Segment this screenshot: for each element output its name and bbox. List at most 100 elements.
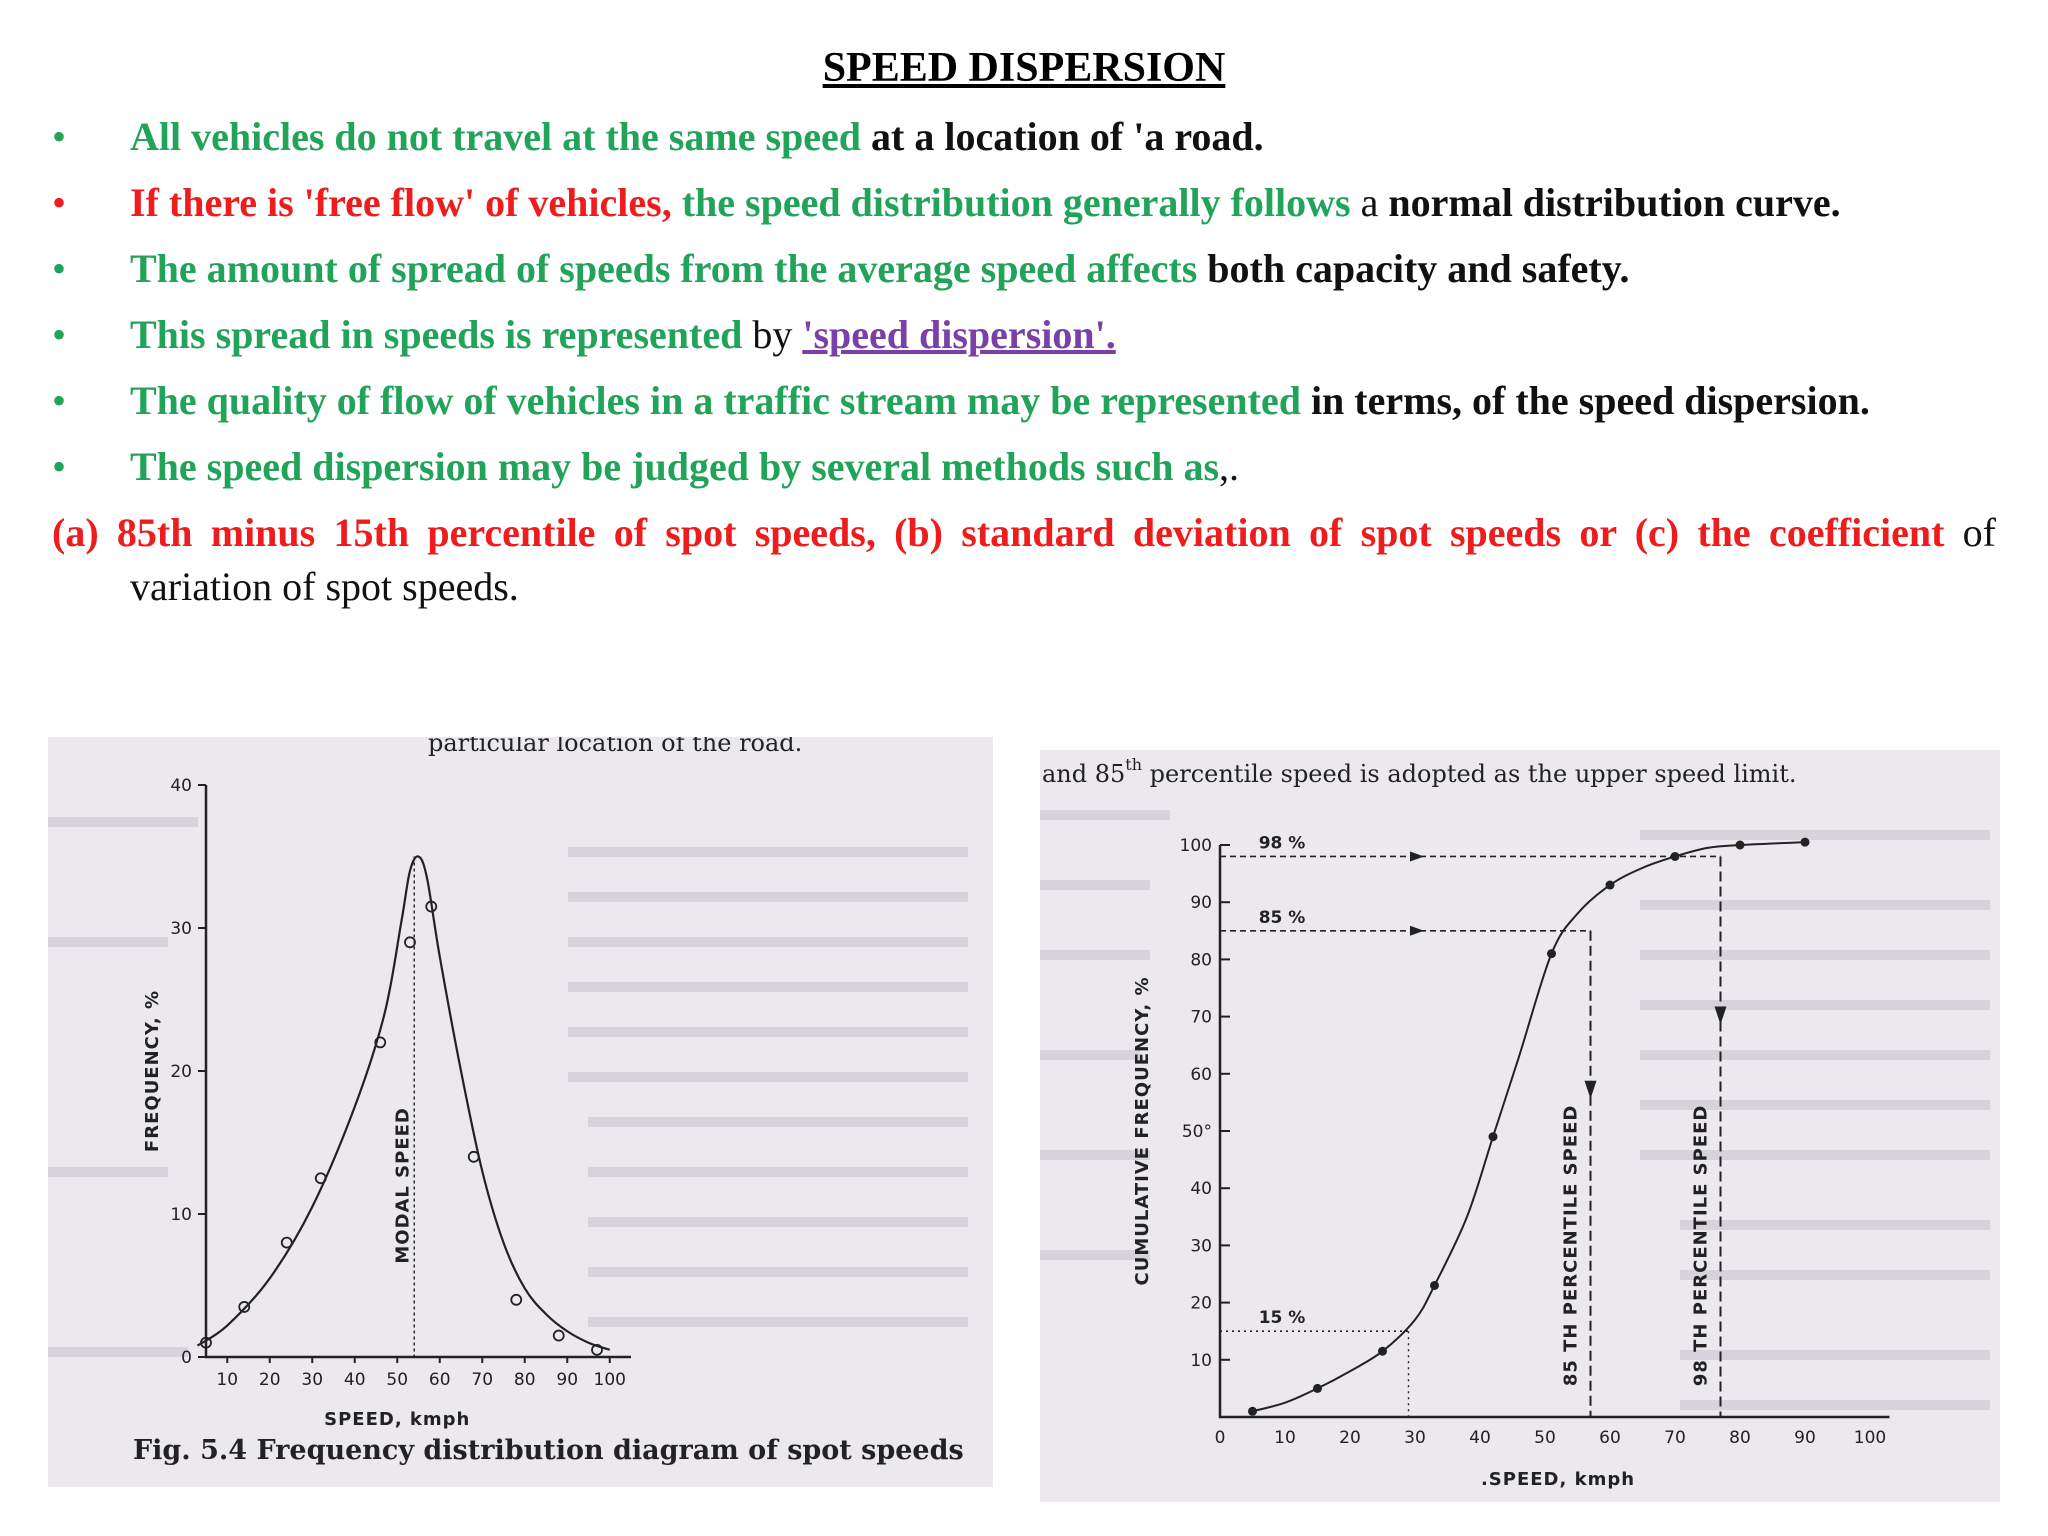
data-point bbox=[1378, 1346, 1387, 1356]
y-tick-label: 40 bbox=[170, 776, 192, 796]
data-point bbox=[280, 1236, 293, 1249]
arrow-head bbox=[1584, 1080, 1597, 1099]
bullet-text: This spread in speeds is represented bbox=[130, 312, 743, 357]
bullet-dot: • bbox=[52, 246, 67, 291]
x-tick-label: 60 bbox=[1599, 1428, 1621, 1448]
data-point bbox=[404, 936, 416, 949]
y-tick-label: 10 bbox=[1190, 1351, 1212, 1371]
x-tick-label: 0 bbox=[1215, 1428, 1226, 1448]
bullet-dot: • bbox=[52, 378, 67, 423]
frequency-chart: particular location of the road. 0 10 20 30… bbox=[48, 737, 968, 1466]
data-point bbox=[1605, 880, 1615, 890]
axes bbox=[204, 785, 631, 1359]
arrow-head bbox=[1410, 925, 1424, 936]
bullet-text: both capacity and safety. bbox=[1197, 246, 1630, 291]
percentile-label: 15 % bbox=[1259, 1308, 1306, 1328]
data-point bbox=[1735, 840, 1745, 850]
background-text bbox=[1040, 810, 1990, 1410]
speed-dispersion-link[interactable]: 'speed dispersion'. bbox=[802, 312, 1116, 357]
cumulative-frequency-figure: and 85th percentile speed is adopted as … bbox=[1040, 750, 2000, 1502]
data-point bbox=[1488, 1132, 1498, 1142]
y-tick-label: 80 bbox=[1190, 950, 1212, 970]
slide-title: SPEED DISPERSION bbox=[822, 45, 1226, 91]
x-tick-label: 10 bbox=[216, 1370, 238, 1390]
y-tick-label: 30 bbox=[170, 919, 192, 939]
y-tick-label: 50° bbox=[1182, 1122, 1212, 1142]
y-tick-label: 10 bbox=[170, 1205, 192, 1225]
axes bbox=[1218, 845, 1890, 1419]
data-point bbox=[1430, 1280, 1439, 1290]
bullet-text: If there is 'free flow' of vehicles, bbox=[130, 180, 672, 225]
y-tick-label: 20 bbox=[1190, 1294, 1212, 1314]
bullet-dot: • bbox=[52, 312, 67, 357]
frequency-distribution-figure: particular location of the road. 0 10 20 30… bbox=[48, 737, 993, 1487]
figure-header: and 85th percentile speed is adopted as … bbox=[1042, 755, 1796, 788]
bullet-text: in terms, of the speed dispersion. bbox=[1300, 378, 1870, 423]
x-tick-label: 40 bbox=[1469, 1428, 1491, 1448]
bullet-dot: • bbox=[52, 114, 67, 159]
plot-area: 0 10 20 30 40 10 20 30 40 50 60 70 80 90 100 FREQUENCY,… bbox=[142, 776, 631, 1430]
y-tick-label: 60 bbox=[1190, 1065, 1212, 1085]
x-tick-label: 30 bbox=[301, 1370, 323, 1390]
percentile-speed-label: 85 TH PERCENTILE SPEED bbox=[1561, 1105, 1582, 1387]
data-point bbox=[314, 1172, 327, 1185]
data-point bbox=[591, 1343, 603, 1356]
bullet-item: • The quality of flow of vehicles in a t… bbox=[52, 374, 1996, 428]
x-tick-label: 70 bbox=[471, 1370, 493, 1390]
bullet-text: The amount of spread of speeds from the … bbox=[130, 246, 1198, 291]
bullet-text: normal distribution curve. bbox=[1388, 180, 1841, 225]
y-tick-label: 90 bbox=[1190, 893, 1212, 913]
cumulative-curve bbox=[1252, 841, 1806, 1413]
data-point bbox=[238, 1301, 251, 1313]
y-tick-label: 40 bbox=[1190, 1179, 1212, 1199]
x-tick-label: 100 bbox=[594, 1370, 626, 1390]
bullet-item: • The speed dispersion may be judged by … bbox=[52, 440, 1996, 494]
x-axis-label: SPEED, kmph bbox=[324, 1409, 470, 1430]
percentile-speed-label: 98 TH PERCENTILE SPEED bbox=[1691, 1105, 1712, 1387]
bullet-text: a bbox=[1350, 180, 1389, 225]
y-axis-label: CUMULATIVE FREQUENCY, % bbox=[1132, 977, 1153, 1286]
data-point bbox=[1248, 1406, 1257, 1416]
x-tick-label: 90 bbox=[1794, 1428, 1816, 1448]
x-tick-label: 50 bbox=[1534, 1428, 1556, 1448]
plot-area: 10 20 30 40 50° 60 70 80 90 100 0 10 20 30 40 50 60 70 80 9… bbox=[1132, 833, 1890, 1490]
x-tick-label: 70 bbox=[1664, 1428, 1686, 1448]
data-point bbox=[374, 1036, 387, 1049]
y-axis-label: FREQUENCY, % bbox=[142, 990, 163, 1152]
bullet-text: The quality of flow of vehicles in a tra… bbox=[130, 378, 1301, 423]
x-tick-label: 100 bbox=[1854, 1428, 1886, 1448]
methods-text: (a) 85th minus 15th percentile of spot s… bbox=[52, 510, 1945, 555]
methods-text: of variation of spot speeds. bbox=[130, 510, 1996, 609]
bullet-text: the speed distribution generally follows bbox=[671, 180, 1351, 225]
y-tick-label: 0 bbox=[181, 1348, 192, 1368]
bullet-item: • The amount of spread of speeds from th… bbox=[52, 242, 1996, 296]
x-axis-label: .SPEED, kmph bbox=[1481, 1469, 1635, 1490]
percentile-label: 98 % bbox=[1259, 833, 1306, 853]
bullet-text: The speed dispersion may be judged by se… bbox=[130, 444, 1220, 489]
data-point bbox=[1547, 949, 1556, 959]
data-point bbox=[467, 1150, 480, 1163]
x-tick-label: 20 bbox=[1339, 1428, 1361, 1448]
bullet-item: • All vehicles do not travel at the same… bbox=[52, 110, 1996, 164]
bullet-text: at a location of 'a road. bbox=[861, 114, 1264, 159]
x-tick-label: 10 bbox=[1274, 1428, 1296, 1448]
figure-header: particular location of the road. bbox=[428, 737, 802, 757]
y-tick-label: 70 bbox=[1190, 1008, 1212, 1028]
x-tick-label: 60 bbox=[429, 1370, 451, 1390]
bullet-item: • This spread in speeds is represented b… bbox=[52, 308, 1996, 362]
percentile-label: 85 % bbox=[1259, 908, 1306, 928]
x-tick-label: 40 bbox=[344, 1370, 366, 1390]
data-point bbox=[552, 1329, 565, 1342]
methods-paragraph: (a) 85th minus 15th percentile of spot s… bbox=[52, 506, 1996, 614]
arrow-head bbox=[1714, 1006, 1727, 1025]
data-point bbox=[1800, 837, 1810, 847]
x-tick-label: 20 bbox=[259, 1370, 281, 1390]
bullet-text: All vehicles do not travel at the same s… bbox=[130, 114, 862, 159]
modal-speed-label: MODAL SPEED bbox=[392, 1107, 413, 1264]
data-point bbox=[510, 1293, 523, 1306]
bullet-text: by bbox=[742, 312, 803, 357]
data-point bbox=[200, 1336, 212, 1349]
x-tick-label: 80 bbox=[514, 1370, 536, 1390]
y-tick-label: 100 bbox=[1180, 836, 1212, 856]
cumulative-chart: and 85th percentile speed is adopted as … bbox=[1040, 755, 1990, 1490]
